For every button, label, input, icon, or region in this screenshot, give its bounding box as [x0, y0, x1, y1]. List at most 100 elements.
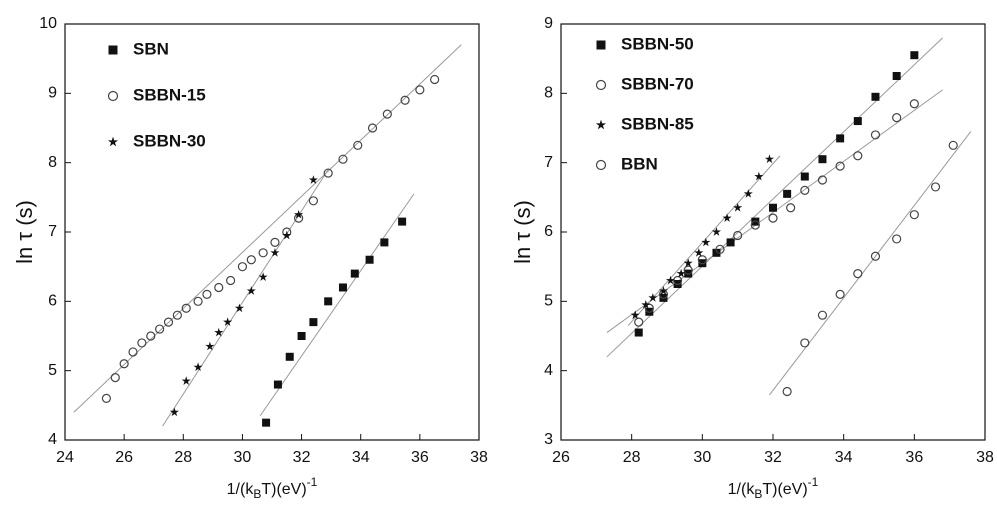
marker-circle [181, 303, 191, 313]
legend-label: SBBN-50 [621, 34, 694, 53]
marker-circle [892, 112, 902, 123]
marker-square [910, 51, 919, 60]
fit-line [769, 131, 972, 396]
legend-label: BBN [621, 154, 658, 173]
marker-square [769, 203, 777, 212]
marker-circle [146, 331, 156, 341]
marker-circle [101, 393, 112, 403]
marker-star [701, 237, 711, 247]
marker-circle [683, 265, 693, 275]
marker-star [648, 293, 658, 302]
y-tick-label: 6 [48, 293, 57, 310]
marker-star [282, 230, 292, 240]
y-tick-label: 9 [48, 85, 57, 102]
marker-square [818, 155, 827, 164]
marker-star [694, 248, 704, 257]
marker-circle [750, 220, 760, 230]
marker-circle [909, 210, 919, 220]
marker-circle [909, 99, 919, 109]
y-tick-label: 8 [544, 85, 553, 102]
marker-circle [258, 248, 268, 258]
marker-circle [237, 262, 248, 272]
legend-marker [107, 136, 119, 147]
legend-label: SBBN-30 [133, 131, 206, 150]
x-axis-label: 1/(kBT)(eV)-1 [227, 475, 318, 501]
marker-circle [634, 317, 644, 327]
marker-star [641, 300, 651, 309]
marker-square [273, 380, 282, 389]
marker-circle [870, 251, 881, 261]
x-axis-label: 1/(kBT)(eV)-1 [728, 475, 819, 501]
marker-star [181, 376, 191, 385]
y-tick-label: 7 [544, 154, 553, 171]
marker-star [270, 248, 280, 257]
marker-square [365, 255, 374, 264]
marker-circle [853, 269, 863, 279]
marker-circle [246, 255, 256, 265]
marker-square [800, 172, 809, 181]
marker-circle [382, 109, 392, 119]
marker-star [205, 341, 215, 351]
marker-star [169, 407, 179, 417]
marker-circle [800, 185, 810, 195]
marker-circle [672, 275, 683, 286]
marker-circle [835, 161, 845, 171]
fit-line [162, 169, 329, 427]
marker-circle [733, 230, 743, 241]
fit-line [73, 44, 462, 413]
marker-circle [400, 95, 410, 105]
legend-marker [595, 119, 607, 130]
marker-star [308, 175, 318, 184]
marker-circle [323, 168, 333, 178]
y-tick-label: 6 [544, 223, 553, 240]
marker-circle [367, 123, 378, 133]
x-tick-label: 28 [174, 449, 192, 466]
marker-circle [193, 296, 203, 306]
marker-circle [155, 324, 165, 334]
marker-circle [800, 338, 810, 348]
x-axis-label-part: -1 [808, 475, 819, 489]
legend-label: SBBN-85 [621, 114, 694, 133]
marker-star [258, 272, 268, 281]
legend-marker [108, 45, 118, 55]
marker-square [712, 248, 721, 257]
x-tick-label: 36 [411, 449, 429, 466]
y-tick-label: 5 [544, 293, 553, 310]
marker-circle [835, 289, 845, 299]
x-axis-label-part: -1 [307, 475, 318, 489]
marker-square [398, 217, 407, 226]
marker-star [234, 303, 245, 313]
x-tick-label: 30 [234, 449, 252, 466]
x-axis-label-part: T)(eV) [762, 481, 807, 498]
marker-square [380, 238, 389, 247]
x-tick-label: 26 [115, 449, 133, 466]
legend-marker [595, 159, 607, 171]
marker-circle [892, 234, 902, 244]
marker-star [193, 362, 203, 372]
legend-marker [595, 79, 607, 91]
marker-circle [782, 386, 792, 397]
marker-circle [338, 154, 348, 164]
marker-star [246, 286, 256, 295]
marker-star [223, 317, 233, 327]
y-tick-label: 3 [544, 431, 553, 448]
y-tick-label: 4 [544, 362, 553, 379]
legend-marker [107, 90, 119, 102]
y-tick-label: 10 [39, 15, 57, 32]
marker-star [722, 213, 732, 223]
marker-square [297, 332, 306, 340]
marker-star [665, 275, 676, 285]
x-tick-label: 30 [693, 449, 711, 466]
marker-star [676, 268, 686, 278]
x-axis-label-part: 1/(k [227, 481, 255, 498]
marker-circle [172, 310, 182, 320]
marker-circle [110, 373, 120, 383]
marker-star [711, 227, 722, 236]
legend-label: SBBN-70 [621, 74, 694, 93]
x-tick-label: 28 [623, 449, 641, 466]
legend-label: SBN [133, 39, 169, 58]
marker-square [324, 297, 333, 306]
marker-circle [768, 213, 778, 223]
y-tick-label: 7 [48, 223, 57, 240]
marker-circle [817, 175, 828, 185]
